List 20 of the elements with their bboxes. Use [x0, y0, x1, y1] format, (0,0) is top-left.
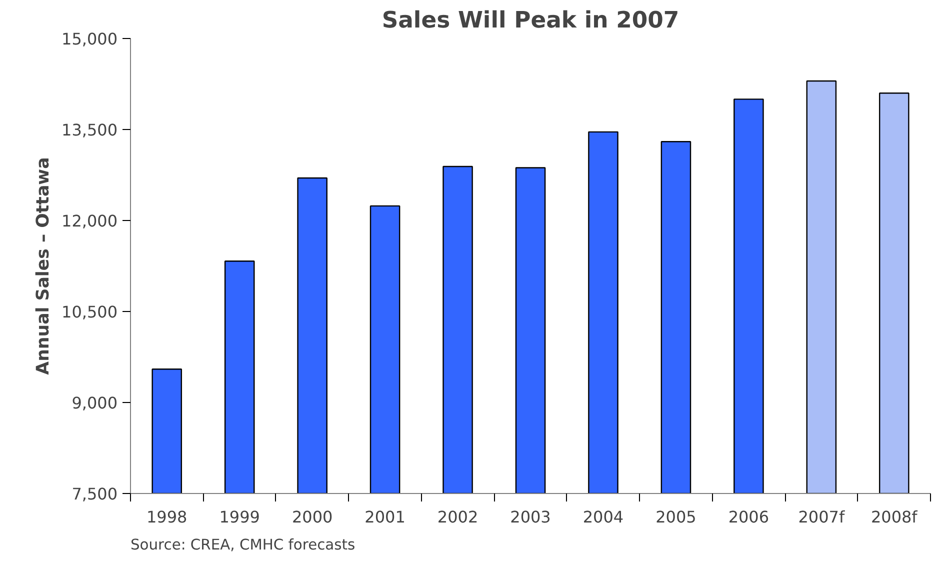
y-tick-label: 7,500 — [72, 484, 118, 504]
x-tick-label: 2006 — [728, 508, 770, 526]
x-tick-label: 2007f — [798, 508, 845, 526]
y-tick-label: 10,500 — [62, 302, 118, 322]
y-tick-label: 12,000 — [62, 212, 118, 230]
chart-title: Sales Will Peak in 2007 — [382, 8, 680, 34]
x-tick-label: 2002 — [437, 508, 478, 526]
x-tick-label: 1998 — [146, 508, 188, 526]
x-tick-label: 2008f — [870, 508, 918, 526]
x-tick-label: 2005 — [656, 508, 696, 526]
y-tick-label: 9,000 — [72, 394, 118, 412]
x-tick-label: 2004 — [582, 508, 624, 526]
x-tick-label: 2001 — [364, 508, 406, 526]
x-tick-label: 2000 — [292, 508, 333, 526]
x-tick-label: 2003 — [510, 508, 551, 526]
y-axis-title: Annual Sales – Ottawa — [34, 157, 54, 375]
x-tick-label: 1999 — [219, 508, 260, 526]
y-tick-label: 15,000 — [62, 30, 118, 48]
y-tick-label: 13,500 — [62, 120, 118, 140]
source-note: Source: CREA, CMHC forecasts — [130, 536, 356, 554]
